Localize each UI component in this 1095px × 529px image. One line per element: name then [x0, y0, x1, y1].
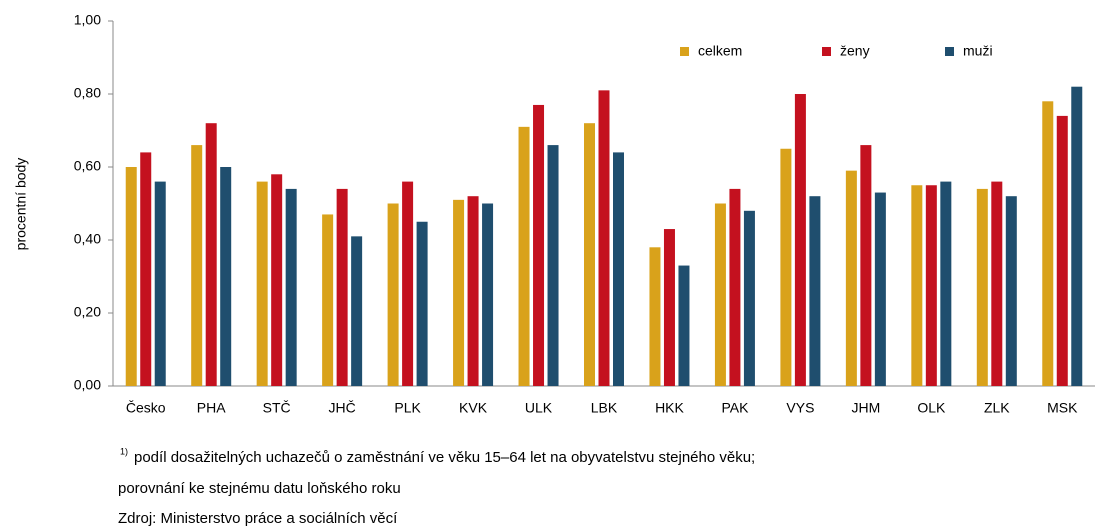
bar [663, 229, 675, 386]
bar [154, 181, 166, 386]
note-marker: 1) [120, 446, 128, 456]
bar [351, 236, 363, 386]
bar [678, 265, 690, 386]
x-tick-label: PAK [721, 400, 749, 416]
y-tick-label: 0,80 [74, 85, 101, 101]
bar [649, 247, 661, 386]
legend-swatch [945, 47, 954, 56]
bar [940, 181, 952, 386]
y-tick-label: 0,00 [74, 377, 101, 393]
bar [613, 152, 624, 386]
footnote: podíl dosažitelných uchazečů o zaměstnán… [134, 449, 755, 466]
legend-label: ženy [840, 43, 870, 59]
bar [387, 203, 399, 386]
x-tick-label: JHČ [329, 400, 356, 416]
bar [794, 94, 806, 386]
x-tick-label: PLK [394, 400, 421, 416]
bar [547, 145, 559, 386]
x-tick-label: JHM [851, 400, 880, 416]
legend-label: celkem [698, 43, 742, 59]
legend-label: muži [963, 43, 993, 59]
x-tick-label: ULK [525, 400, 553, 416]
bar [271, 174, 283, 386]
bar [860, 145, 872, 386]
bar [1071, 86, 1083, 386]
x-tick-label: MSK [1047, 400, 1078, 416]
x-tick-label: KVK [459, 400, 488, 416]
bar [205, 123, 217, 386]
bar [991, 181, 1003, 386]
bar [140, 152, 152, 386]
footnote: porovnání ke stejnému datu loňského roku [118, 480, 401, 497]
legend-swatch [680, 47, 689, 56]
y-tick-label: 0,20 [74, 304, 101, 320]
bar [714, 203, 726, 386]
bar [467, 196, 479, 386]
legend-swatch [822, 47, 831, 56]
x-tick-label: OLK [917, 400, 946, 416]
footnote: Zdroj: Ministerstvo práce a sociálních v… [118, 510, 398, 527]
bar [191, 145, 203, 386]
bar [809, 196, 821, 386]
x-tick-label: STČ [263, 400, 291, 416]
bar [518, 126, 530, 386]
x-tick-label: LBK [591, 400, 618, 416]
bar [1056, 115, 1068, 387]
x-tick-label: HKK [655, 400, 684, 416]
x-tick-label: ZLK [984, 400, 1010, 416]
bar [729, 188, 741, 386]
bar [482, 203, 494, 386]
bar [256, 181, 268, 386]
x-tick-label: PHA [197, 400, 226, 416]
bar [584, 123, 595, 386]
bar [598, 90, 610, 386]
bar [336, 188, 348, 386]
bar [322, 214, 334, 386]
bar [925, 185, 937, 386]
bar [743, 210, 755, 386]
bar [416, 221, 428, 386]
bar [1042, 101, 1054, 387]
bar [533, 104, 545, 386]
y-tick-label: 1,00 [74, 12, 101, 28]
bar [976, 188, 988, 386]
bar [453, 199, 465, 386]
y-axis-label: procentní body [13, 158, 29, 251]
x-tick-label: Česko [126, 400, 166, 416]
bar [220, 167, 232, 386]
x-tick-label: VYS [786, 400, 814, 416]
bar [1005, 196, 1017, 386]
bar [402, 181, 414, 386]
bar [874, 192, 886, 386]
bar [285, 188, 297, 386]
bar [125, 167, 137, 386]
bar [780, 148, 792, 386]
bar [911, 185, 923, 386]
bar [845, 170, 857, 386]
y-tick-label: 0,60 [74, 158, 101, 174]
y-tick-label: 0,40 [74, 231, 101, 247]
